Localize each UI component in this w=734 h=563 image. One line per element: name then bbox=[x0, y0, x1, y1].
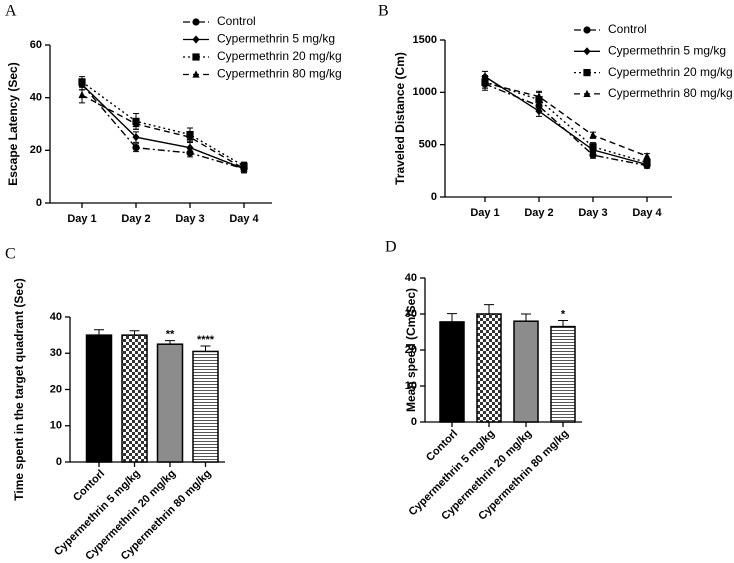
y-axis-title: Time spent in the target quadrant (Sec) bbox=[12, 278, 26, 500]
error-bar bbox=[200, 345, 211, 352]
x-tick-label: Day 4 bbox=[632, 207, 662, 219]
marker bbox=[643, 158, 651, 167]
series-line bbox=[484, 82, 648, 157]
bar bbox=[476, 313, 502, 423]
marker bbox=[132, 144, 140, 152]
y-tick-label: 0 bbox=[411, 416, 417, 428]
legend-label: Control bbox=[608, 22, 647, 36]
y-axis-title: Mean speed (Cm/Sec) bbox=[404, 288, 418, 412]
marker bbox=[589, 143, 597, 151]
bar bbox=[192, 350, 219, 463]
legend-marker bbox=[583, 89, 591, 97]
marker bbox=[643, 152, 651, 160]
y-tick-label: 1000 bbox=[413, 86, 437, 98]
y-tick-label: 10 bbox=[50, 420, 62, 432]
bar bbox=[513, 320, 539, 423]
bar bbox=[439, 321, 465, 423]
legend-marker bbox=[583, 26, 591, 34]
series-line bbox=[484, 76, 648, 166]
legend-label: Control bbox=[217, 14, 256, 28]
panel-label: B bbox=[378, 3, 389, 20]
significance-label: * bbox=[561, 308, 566, 320]
x-tick-label: Day 3 bbox=[175, 213, 204, 225]
x-tick-label: Day 2 bbox=[121, 213, 150, 225]
legend-label: Cypermethrin 20 mg/kg bbox=[217, 49, 342, 63]
marker bbox=[186, 133, 194, 141]
series-line bbox=[484, 81, 648, 164]
marker bbox=[589, 131, 597, 139]
y-tick-label: 30 bbox=[405, 308, 417, 320]
legend-label: Cypermethrin 5 mg/kg bbox=[608, 43, 726, 57]
y-tick-label: 0 bbox=[36, 197, 42, 209]
x-tick-label: Day 1 bbox=[67, 213, 96, 225]
y-tick-label: 0 bbox=[56, 456, 62, 468]
legend-marker bbox=[583, 69, 591, 77]
y-tick-label: 60 bbox=[30, 39, 42, 51]
y-tick-label: 30 bbox=[50, 347, 62, 359]
y-tick-label: 20 bbox=[30, 144, 42, 156]
legend-marker bbox=[192, 53, 200, 61]
series-line bbox=[81, 81, 245, 167]
panel-label: C bbox=[5, 246, 16, 263]
marker bbox=[78, 78, 86, 86]
y-axis-title: Escape Latency (Sec) bbox=[6, 62, 20, 185]
series-line bbox=[81, 94, 245, 170]
legend-label: Cypermethrin 20 mg/kg bbox=[608, 65, 733, 79]
y-tick-label: 40 bbox=[50, 311, 62, 323]
series-line bbox=[81, 84, 245, 170]
x-tick-label: Day 3 bbox=[578, 207, 607, 219]
legend-marker bbox=[192, 18, 200, 26]
x-tick-label: Contorl bbox=[424, 428, 460, 464]
bar bbox=[85, 334, 113, 463]
marker bbox=[535, 92, 543, 100]
y-tick-label: 40 bbox=[30, 92, 42, 104]
legend-marker bbox=[192, 35, 200, 44]
legend-label: Cypermethrin 5 mg/kg bbox=[217, 32, 335, 46]
x-tick-label: Contorl bbox=[71, 468, 107, 504]
significance-label: ** bbox=[166, 328, 175, 340]
error-bar bbox=[558, 319, 568, 327]
y-axis-title: Traveled Distance (Cm) bbox=[393, 52, 407, 185]
error-bar bbox=[447, 313, 457, 322]
marker bbox=[481, 78, 489, 87]
legend-label: Cypermethrin 80 mg/kg bbox=[608, 86, 733, 100]
marker bbox=[78, 90, 86, 99]
y-tick-label: 500 bbox=[419, 139, 437, 151]
bar bbox=[121, 334, 148, 463]
marker bbox=[132, 133, 140, 142]
series-line bbox=[81, 83, 245, 170]
y-tick-label: 1500 bbox=[413, 34, 437, 46]
y-tick-label: 20 bbox=[405, 344, 417, 356]
y-tick-label: 10 bbox=[405, 380, 417, 392]
bar bbox=[550, 325, 576, 423]
y-tick-label: 20 bbox=[50, 383, 62, 395]
marker bbox=[186, 143, 194, 152]
x-tick-label: Day 1 bbox=[470, 207, 499, 219]
y-tick-label: 0 bbox=[431, 191, 437, 203]
legend-marker bbox=[583, 47, 591, 56]
legend-marker bbox=[192, 70, 200, 78]
panel-label: A bbox=[5, 3, 17, 20]
legend-label: Cypermethrin 80 mg/kg bbox=[217, 67, 342, 81]
x-tick-label: Day 2 bbox=[524, 207, 553, 219]
significance-label: **** bbox=[197, 334, 215, 346]
error-bar bbox=[521, 313, 531, 322]
panel-label: D bbox=[385, 239, 397, 256]
marker bbox=[240, 164, 248, 172]
error-bar bbox=[94, 329, 104, 336]
marker bbox=[535, 107, 543, 116]
bar bbox=[156, 343, 184, 463]
marker bbox=[132, 119, 140, 128]
error-bar bbox=[484, 304, 494, 314]
x-tick-label: Day 4 bbox=[229, 213, 259, 225]
y-tick-label: 40 bbox=[405, 272, 417, 284]
